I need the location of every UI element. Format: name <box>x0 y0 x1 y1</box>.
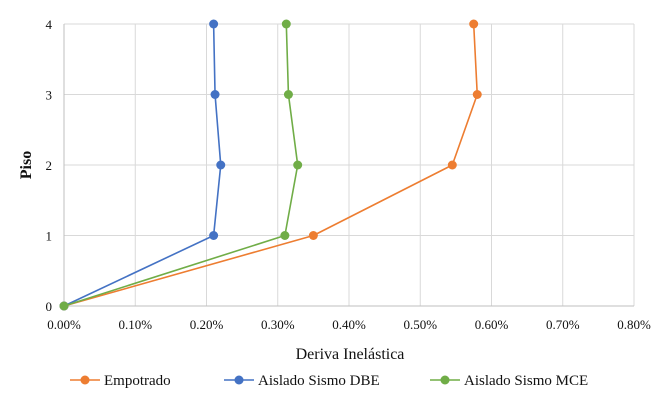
x-tick-label: 0.40% <box>332 317 366 332</box>
x-tick-labels: 0.00% 0.10% 0.20% 0.30% 0.40% 0.50% 0.60% 0.70%… <box>47 317 651 332</box>
legend-item-aislado-sismo-mce: Aislado Sismo MCE <box>430 373 588 389</box>
x-tick-label: 0.60% <box>475 317 509 332</box>
legend-marker-empotrado <box>80 375 90 385</box>
legend-marker-aislado-sismo-dbe <box>234 375 244 385</box>
legend-item-aislado-sismo-dbe: Aislado Sismo DBE <box>224 373 380 389</box>
legend-label-aislado-sismo-mce: Aislado Sismo MCE <box>464 373 588 389</box>
series-aislado-sismo-mce <box>59 19 303 311</box>
legend-marker-aislado-sismo-mce <box>440 375 450 385</box>
y-tick-label: 4 <box>46 17 53 32</box>
data-point-aislado-sismo-mce <box>280 231 290 240</box>
x-tick-label: 0.80% <box>617 317 651 332</box>
x-tick-label: 0.20% <box>190 317 224 332</box>
x-tick-label: 0.30% <box>261 317 295 332</box>
legend-item-empotrado: Empotrado <box>70 373 171 389</box>
y-tick-label: 1 <box>46 229 53 244</box>
data-point-aislado-sismo-dbe <box>209 19 219 29</box>
data-point-aislado-sismo-dbe <box>210 90 220 99</box>
data-point-empotrado <box>447 160 457 170</box>
y-axis-title: Piso <box>18 151 35 179</box>
grid <box>64 23 635 306</box>
axes <box>63 24 634 307</box>
data-point-aislado-sismo-dbe <box>216 160 226 170</box>
y-tick-label: 2 <box>46 158 53 173</box>
x-tick-label: 0.00% <box>47 317 81 332</box>
y-tick-label: 0 <box>46 299 53 314</box>
data-point-empotrado <box>469 19 479 29</box>
legend: Empotrado Aislado Sismo DBE Aislado Sismo … <box>70 373 588 389</box>
legend-label-empotrado: Empotrado <box>104 373 171 389</box>
data-point-empotrado <box>472 90 482 99</box>
data-point-empotrado <box>308 231 318 240</box>
x-tick-label: 0.70% <box>546 317 580 332</box>
series-group <box>59 19 482 311</box>
legend-label-aislado-sismo-dbe: Aislado Sismo DBE <box>258 373 380 389</box>
y-tick-labels: 0 1 2 3 4 <box>46 17 53 314</box>
x-tick-label: 0.50% <box>403 317 437 332</box>
data-point-aislado-sismo-mce <box>293 160 303 170</box>
x-tick-label: 0.10% <box>118 317 152 332</box>
x-axis-title: Deriva Inelástica <box>296 346 405 363</box>
data-point-aislado-sismo-mce <box>283 90 293 99</box>
data-point-aislado-sismo-dbe <box>209 231 219 240</box>
data-point-aislado-sismo-mce <box>59 301 69 311</box>
data-point-aislado-sismo-mce <box>281 19 291 29</box>
y-tick-label: 3 <box>46 88 53 103</box>
